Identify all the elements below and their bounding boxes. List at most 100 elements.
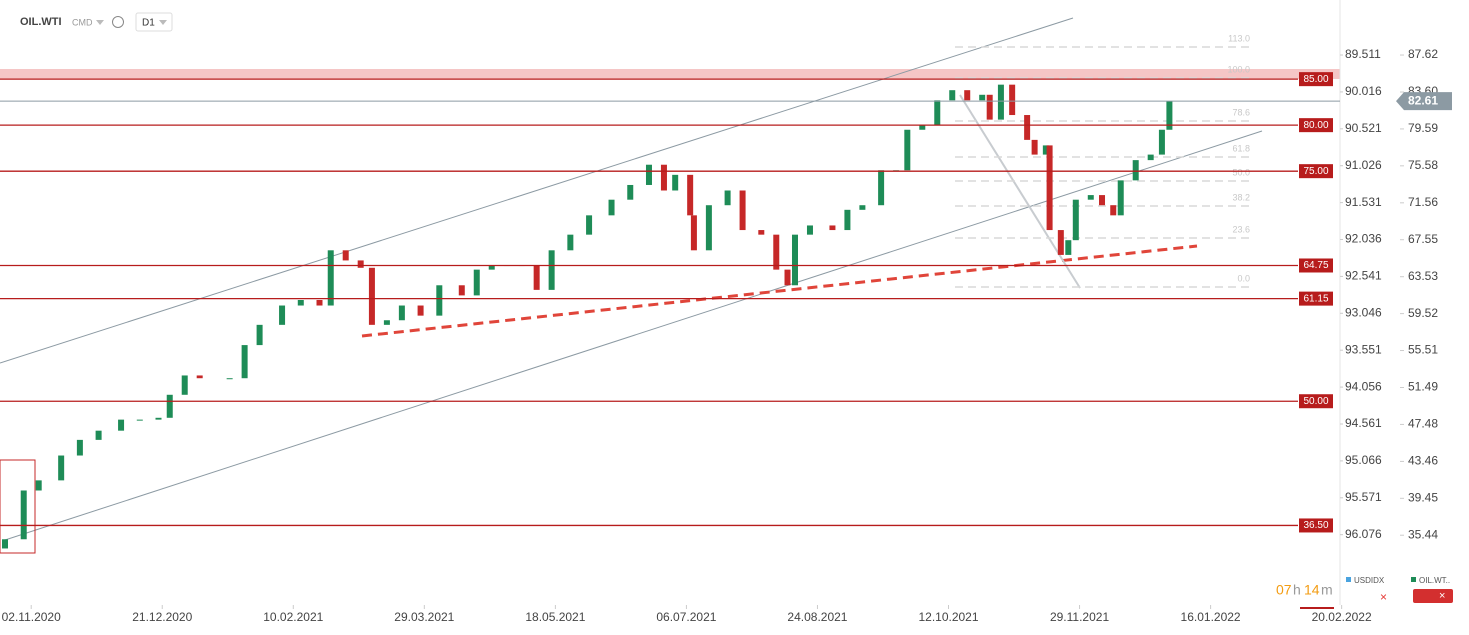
candle-body bbox=[1087, 195, 1094, 200]
y-tick-label: 63.53 bbox=[1408, 269, 1438, 283]
candle-body bbox=[784, 269, 791, 286]
candle-body bbox=[1132, 160, 1139, 181]
info-icon[interactable] bbox=[112, 16, 124, 28]
x-tick-label: 29.03.2021 bbox=[394, 610, 454, 624]
candle-body bbox=[645, 164, 652, 185]
y-tick-label: 39.45 bbox=[1408, 490, 1438, 504]
resistance-zone bbox=[0, 69, 1340, 79]
candle-body bbox=[417, 305, 424, 316]
candle-body bbox=[986, 94, 993, 120]
interval: D1 bbox=[142, 18, 155, 29]
y-tick-label: 55.51 bbox=[1408, 343, 1438, 357]
candle-body bbox=[76, 439, 83, 456]
fib-label: 113.0 bbox=[1228, 33, 1250, 43]
x-tick-label: 20.02.2022 bbox=[1312, 610, 1372, 624]
candle-body bbox=[196, 375, 203, 379]
candle-body bbox=[58, 455, 65, 481]
candle-body bbox=[687, 174, 694, 216]
candle-body bbox=[1046, 145, 1053, 231]
x-tick-label: 16.01.2022 bbox=[1181, 610, 1241, 624]
candle-body bbox=[533, 265, 540, 290]
candle-body bbox=[1117, 180, 1124, 216]
candle-body bbox=[488, 265, 495, 270]
candle-body bbox=[95, 430, 102, 440]
series-tools[interactable] bbox=[1413, 589, 1453, 603]
candle-body bbox=[1110, 205, 1117, 216]
candle-body bbox=[1147, 154, 1154, 161]
candle-body bbox=[1009, 84, 1016, 116]
y2-tick-label: 91.531 bbox=[1345, 195, 1382, 209]
symbol[interactable]: OIL.WTI bbox=[20, 16, 62, 28]
candle-body bbox=[368, 267, 375, 325]
support-trendline bbox=[361, 244, 1198, 338]
y2-tick-label: 96.076 bbox=[1345, 527, 1382, 541]
candle-body bbox=[919, 125, 926, 130]
candle-body bbox=[997, 84, 1004, 120]
y-tick-label: 59.52 bbox=[1408, 306, 1438, 320]
candle-body bbox=[773, 234, 780, 270]
plot bbox=[2, 84, 1173, 549]
candle-body bbox=[1065, 240, 1072, 255]
dropdown[interactable] bbox=[96, 20, 104, 25]
y-tick-label: 71.56 bbox=[1408, 195, 1438, 209]
candle-body bbox=[1024, 115, 1031, 140]
interval-select[interactable] bbox=[135, 12, 173, 32]
candle-body bbox=[660, 164, 667, 191]
legend-label[interactable]: OIL.WT.. bbox=[1419, 576, 1450, 585]
y2-tick-label: 90.016 bbox=[1345, 84, 1382, 98]
channel-upper bbox=[0, 17, 1074, 364]
candle-body bbox=[316, 300, 323, 306]
candle-body bbox=[979, 94, 986, 101]
y-tick-label: 87.62 bbox=[1408, 47, 1438, 61]
candle-body bbox=[155, 417, 162, 420]
candle-body bbox=[181, 375, 188, 395]
candle-body bbox=[724, 190, 731, 206]
candle-body bbox=[1072, 199, 1079, 241]
legend-label[interactable]: USDIDX bbox=[1354, 576, 1385, 585]
candle-body bbox=[705, 205, 712, 251]
y-tick-label: 35.44 bbox=[1408, 527, 1438, 541]
fib-label: 100.0 bbox=[1227, 64, 1250, 74]
candle-body bbox=[398, 305, 405, 321]
fib-label: 78.6 bbox=[1232, 107, 1250, 117]
level-label: 50.00 bbox=[1303, 396, 1328, 407]
candle-body bbox=[458, 285, 465, 296]
close-icon[interactable]: × bbox=[1439, 590, 1445, 602]
fib-label: 50.0 bbox=[1232, 167, 1250, 177]
candle-body bbox=[758, 230, 765, 235]
level-tag bbox=[1299, 291, 1333, 306]
candle-body bbox=[118, 419, 125, 431]
candle-body bbox=[342, 250, 349, 261]
level-label: 75.00 bbox=[1303, 166, 1328, 177]
close-icon[interactable]: × bbox=[1380, 590, 1387, 604]
level-tag bbox=[1299, 118, 1333, 133]
candle-body bbox=[806, 225, 813, 235]
y-tick-label: 43.46 bbox=[1408, 454, 1438, 468]
fib-anchor bbox=[959, 94, 1081, 289]
market: CMD bbox=[72, 17, 93, 27]
fib-label: 23.6 bbox=[1232, 224, 1250, 234]
candle-body bbox=[1057, 230, 1064, 255]
candle-body bbox=[241, 345, 248, 379]
last-price-label: 82.61 bbox=[1408, 93, 1438, 107]
dropdown bbox=[159, 20, 167, 25]
x-tick-label: 02.11.2020 bbox=[2, 610, 61, 624]
candle-body bbox=[844, 209, 851, 231]
y2-tick-label: 94.056 bbox=[1345, 379, 1382, 393]
level-tag bbox=[1299, 394, 1333, 409]
candle-body bbox=[166, 394, 173, 418]
candle-body bbox=[436, 285, 443, 316]
candle-body bbox=[859, 205, 866, 210]
x-tick-label: 24.08.2021 bbox=[787, 610, 847, 624]
candle-body bbox=[327, 250, 334, 306]
candle-body bbox=[608, 199, 615, 216]
candle-body bbox=[934, 100, 941, 126]
candle-body bbox=[949, 90, 956, 101]
candle-body bbox=[226, 378, 233, 380]
candle-body bbox=[256, 324, 263, 346]
candle-body bbox=[878, 170, 885, 206]
x-tick-label: 10.02.2021 bbox=[263, 610, 323, 624]
candle-body bbox=[1166, 101, 1173, 130]
fibonacci: 113.0 100.0 78.6 61.8 50.0 38.2 23.6 0.0 bbox=[955, 33, 1252, 288]
